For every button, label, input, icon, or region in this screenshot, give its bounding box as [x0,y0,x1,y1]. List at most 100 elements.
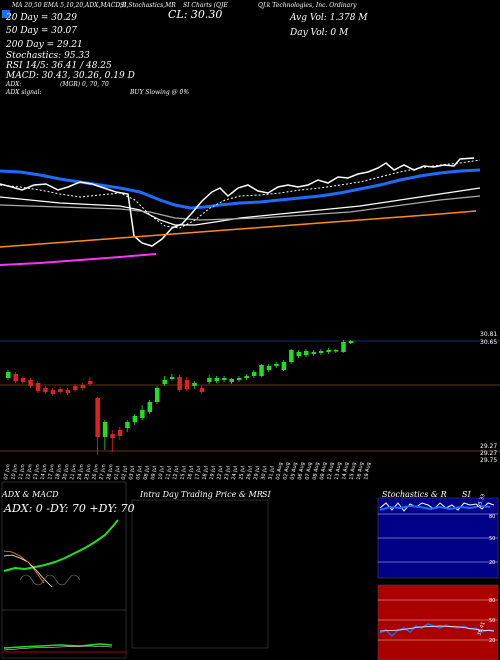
candle-body [274,364,279,366]
date-label: 19 Aug [363,462,372,480]
date-label: 17 Jul [194,466,202,481]
macd-white-line [3,645,113,651]
candle-body [192,383,197,386]
date-label: 25 Jul [238,466,246,481]
close-price: CL: 30.30 [168,8,223,21]
chart-title: SI Charts (QJE [183,2,228,9]
date-label: 10 Jun [10,464,19,481]
candle-body [229,379,234,382]
mgr-label: (MGR) 0, 70, 70 [60,81,109,88]
rsi-white-line [379,625,495,632]
stoch-panel-title: Stochastics & R [382,490,447,499]
candle-body [87,381,93,384]
date-label: 24 Jul [231,466,239,481]
ema-dotted-line [0,159,481,229]
date-label: 18 Jun [55,464,64,481]
rsi-value: 36.41 [476,621,487,637]
sma-white-line [0,187,481,226]
candle-body [155,388,160,402]
date-label: 14 Aug [341,462,350,480]
rsi-axis-50: 50 [489,618,495,624]
candle-body [50,390,56,394]
adx-panel-frame [1,481,127,659]
date-label: 12 Aug [326,462,335,480]
ema-blue-line [0,168,481,210]
macd-label: MACD: 30.43, 30.26, 0.19 D [6,71,135,81]
candle-body [311,352,316,354]
candle-body [266,366,272,370]
stoch-axis-80: 80 [489,514,495,520]
date-label: 30 Jul [260,466,268,481]
legend-swatch [2,10,10,18]
price-close-line [0,157,475,247]
stoch-si-label: SI [462,490,471,499]
candle-body [199,388,205,392]
date-label: 20 Jun [62,464,71,481]
price-label-low: 29.27 [480,443,497,450]
date-label: 06 Aug [297,462,306,480]
avg-volume: Avg Vol: 1.378 M [290,13,368,23]
date-label: 08 Jul [143,466,151,481]
date-label: 27 Jun [99,464,108,481]
macd-green-line [3,643,113,649]
candle-body [102,422,108,437]
candle-body [95,398,100,437]
date-label: 26 Jun [91,464,100,481]
orange-line [0,210,477,248]
candle-body [177,377,182,390]
date-label: 13 Jun [32,464,41,481]
company-name: QJ.k Technologies, Inc. Ordinary [258,2,357,9]
stoch-label: Stochastics: 95.33 [6,51,90,61]
date-label: 16 Jul [187,466,195,481]
candle-body [132,416,138,422]
ma50-label: 50 Day = 30.07 [6,26,78,36]
day-volume: Day Vol: 0 M [290,28,349,38]
candle-body [304,351,309,355]
date-label: 10 Jul [157,466,165,481]
date-label: 09 Jul [150,466,158,481]
rsi-label: RSI 14/5: 36.41 / 48.25 [6,61,112,71]
date-label: 15 Jul [179,466,187,481]
adx-values: ADX: 0 -DY: 70 +DY: 70 [4,502,135,515]
date-label: 12 Jun [25,464,34,481]
candle-body [80,385,85,388]
date-label: 01 Jul [113,466,121,481]
date-label: 23 Jul [224,466,232,481]
price-label-low3: 29.75 [480,457,497,464]
date-label: 18 Jul [202,466,210,481]
candle-body [222,378,227,380]
legend-text: MA 20,50 EMA 5,10,20,ADX,MACD,B [12,2,127,9]
candle-body [333,350,339,352]
ma200-label: 200 Day = 29.21 [6,40,83,50]
date-label: 14 Jun [40,464,49,481]
adx-gray-wave [19,574,81,586]
candle-body [125,422,130,428]
candle-body [184,380,190,389]
adx-signal-label: ADX signal: [6,89,42,96]
candle-body [207,378,212,382]
date-label: 02 Aug [282,462,291,480]
intraday-panel-frame [131,499,269,649]
price-label-top2: 30.65 [480,339,497,346]
rsi-blue-line [379,623,495,638]
legend-box [2,3,10,22]
stoch-slow-line [379,504,491,511]
date-label: 02 Jul [121,466,129,481]
buy-signal: BUY Slowing @ 0% [130,89,190,96]
candle-body [169,377,175,379]
date-label: 01 Aug [275,462,284,480]
adx-green-line [3,519,119,572]
date-label: 07 Aug [304,462,313,480]
candle-body [117,430,123,436]
candle-body [58,389,63,392]
candle-body [214,378,220,381]
date-label: 31 Jul [268,466,276,481]
date-label: 11 Jun [18,464,27,481]
stoch-fast-line [379,502,495,512]
rsi-axis-20: 20 [489,638,495,644]
date-label: 29 Jul [253,466,261,481]
candle-body [296,352,302,356]
candle-body [289,350,294,362]
date-label: 15 Aug [349,462,358,480]
